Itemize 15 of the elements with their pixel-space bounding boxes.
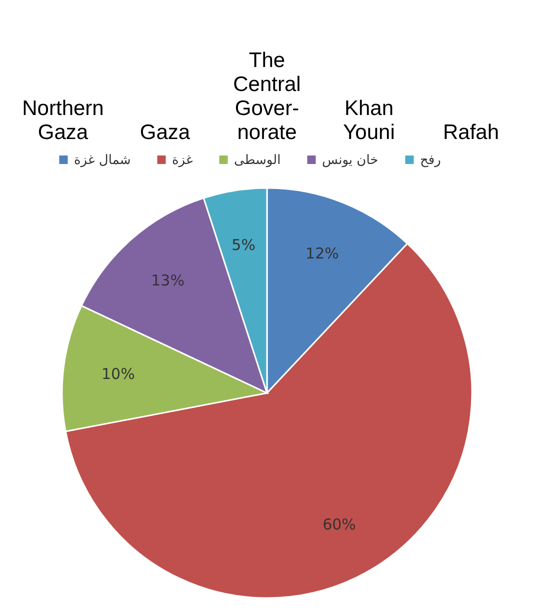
data-label: 60% [322, 515, 356, 534]
data-label: 12% [306, 244, 339, 263]
text: Gaza [138, 121, 192, 145]
data-label: 5% [232, 236, 256, 254]
legend-label: خان يونس [322, 152, 378, 168]
text: The Central Gover-norate [232, 49, 302, 145]
legend-label: الوسطى [234, 152, 281, 168]
text: Northern Gaza [21, 97, 105, 145]
text: Rafah [442, 121, 500, 145]
legend-label: شمال غزة [74, 152, 131, 168]
text: Khan Youni [342, 97, 396, 145]
legend-label: رفح [420, 152, 441, 168]
data-label: 10% [102, 365, 135, 384]
legend-label: غزة [172, 152, 193, 168]
data-label: 13% [151, 271, 184, 290]
